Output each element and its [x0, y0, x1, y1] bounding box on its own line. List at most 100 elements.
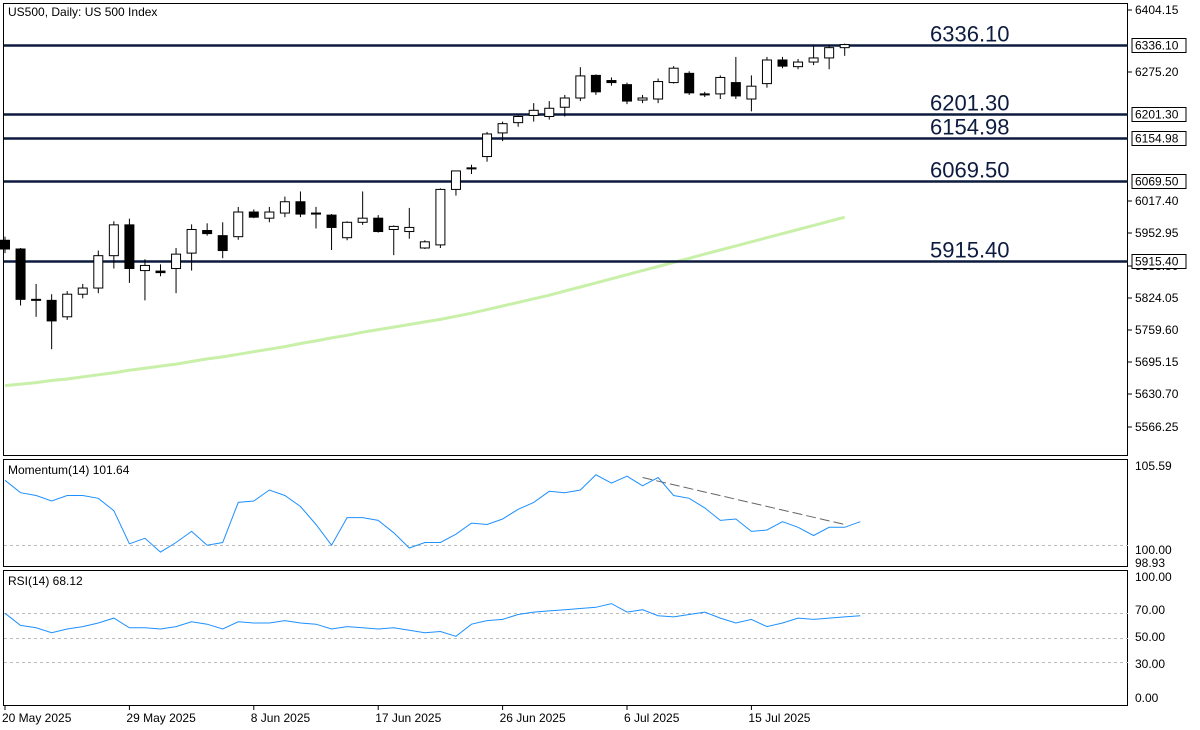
- candle-body-down: [155, 270, 166, 274]
- time-axis-label: 17 Jun 2025: [375, 711, 441, 725]
- price-axis-label: 5824.05: [1135, 291, 1179, 305]
- candle-body-up: [186, 228, 197, 254]
- chart-title: US500, Daily: US 500 Index: [8, 5, 157, 19]
- candle-body-up: [435, 188, 446, 246]
- momentum-label: Momentum(14) 101.64: [8, 463, 130, 477]
- level-label: 5915.40: [930, 238, 1010, 263]
- candle-body-up: [746, 85, 757, 100]
- candle-body-up: [824, 47, 835, 59]
- price-axis-label: 6275.20: [1135, 65, 1179, 79]
- candle-body-down: [15, 248, 26, 300]
- candle-body-up: [404, 226, 415, 233]
- level-label: 6201.30: [930, 91, 1010, 116]
- price-axis-label: 5566.25: [1135, 420, 1179, 434]
- momentum-axis-label: 100.00: [1135, 543, 1172, 557]
- level-label: 6069.50: [930, 158, 1010, 183]
- rsi-axis-label: 30.00: [1135, 657, 1165, 671]
- candle-body-down: [124, 224, 135, 270]
- candle-body-up: [264, 211, 275, 219]
- candle-body-up: [357, 217, 368, 223]
- candle-body-up: [450, 170, 461, 190]
- time-axis-label: 15 Jul 2025: [748, 711, 810, 725]
- rsi-layer: 100.00 70.00 50.00 30.00 0.00: [4, 570, 1172, 705]
- candle-body-up: [528, 109, 539, 116]
- candle-body-up: [171, 253, 182, 270]
- time-axis-label: 29 May 2025: [126, 711, 196, 725]
- candle-body-up: [139, 264, 150, 272]
- price-tag-box: [1131, 131, 1187, 146]
- time-axis-label: 8 Jun 2025: [251, 711, 311, 725]
- candle-body-up: [388, 225, 399, 230]
- price-axis-label: 6017.40: [1135, 194, 1179, 208]
- candle-body-up: [419, 241, 430, 249]
- time-axis-label: 6 Jul 2025: [624, 711, 680, 725]
- candle-body-up: [575, 75, 586, 99]
- price-axis-label: 5952.95: [1135, 226, 1179, 240]
- candle-body-up: [342, 221, 353, 239]
- candle-body-down: [0, 239, 10, 250]
- candle-body-up: [513, 115, 524, 124]
- candle-body-down: [217, 235, 228, 252]
- price-tag-text: 6336.10: [1135, 39, 1179, 53]
- price-tags-layer: 6336.10 6201.30 6154.98 6069.50 5915.40: [1131, 38, 1187, 269]
- candle-body-down: [622, 84, 632, 102]
- price-tag-text: 6154.98: [1135, 132, 1179, 146]
- candle-body-up: [637, 97, 648, 101]
- candle-body-up: [793, 61, 804, 68]
- rsi-axis-label: 70.00: [1135, 603, 1165, 617]
- price-tag-text: 5915.40: [1135, 255, 1179, 269]
- price-tag-text: 6069.50: [1135, 175, 1179, 189]
- candle-body-up: [497, 123, 508, 134]
- candle-body-down: [606, 80, 617, 84]
- candle-body-down: [730, 82, 741, 97]
- candle-body-up: [761, 59, 772, 85]
- price-axis-label: 5759.60: [1135, 323, 1179, 337]
- candle-body-up: [62, 293, 73, 318]
- momentum-axis-label: 98.93: [1135, 556, 1165, 570]
- momentum-divergence-trendline: [642, 477, 845, 525]
- candle-body-down: [684, 72, 695, 94]
- candle-body-up: [653, 81, 664, 100]
- momentum-panel-frame: [3, 459, 1128, 567]
- momentum-axis-label: 105.59: [1135, 459, 1172, 473]
- candle-body-up: [668, 67, 679, 84]
- candle-body-up: [108, 224, 119, 257]
- rsi-axis-label: 0.00: [1135, 691, 1159, 705]
- candle-body-up: [808, 57, 819, 63]
- price-tag-text: 6201.30: [1135, 108, 1179, 122]
- candle-body-up: [77, 287, 88, 295]
- price-tag-box: [1131, 38, 1187, 53]
- price-axis-label: 5695.15: [1135, 355, 1179, 369]
- candle-body-up: [233, 211, 244, 238]
- price-tag-box: [1131, 174, 1187, 189]
- level-label: 6154.98: [930, 115, 1010, 140]
- candle-body-up: [715, 76, 726, 95]
- candle-body-down: [777, 59, 788, 67]
- price-axis-label: 6404.15: [1135, 3, 1179, 17]
- candle-body-down: [699, 93, 710, 96]
- price-axis: 6404.156275.206017.405952.955888.505824.…: [1128, 3, 1179, 434]
- candle-body-up: [839, 44, 850, 49]
- rsi-axis-label: 100.00: [1135, 570, 1172, 584]
- price-axis-label: 5630.70: [1135, 387, 1179, 401]
- level-label: 6336.10: [930, 22, 1010, 47]
- candles-layer: [0, 43, 850, 350]
- moving-average-line: [4, 215, 846, 388]
- time-axis: 20 May 2025 29 May 2025 8 Jun 2025 17 Jun 2…: [2, 706, 811, 725]
- time-axis-label: 20 May 2025: [2, 711, 72, 725]
- candle-body-down: [590, 74, 601, 93]
- candle-body-down: [202, 230, 213, 235]
- rsi-label: RSI(14) 68.12: [8, 574, 83, 588]
- candle-body-up: [544, 107, 555, 117]
- momentum-line: [4, 474, 861, 553]
- time-axis-label: 26 Jun 2025: [500, 711, 566, 725]
- candle-body-down: [311, 212, 321, 215]
- price-tag-box: [1131, 107, 1187, 122]
- candle-body-up: [93, 255, 104, 289]
- candle-body-up: [466, 167, 477, 170]
- candle-body-up: [279, 201, 290, 214]
- rsi-axis-label: 50.00: [1135, 630, 1165, 644]
